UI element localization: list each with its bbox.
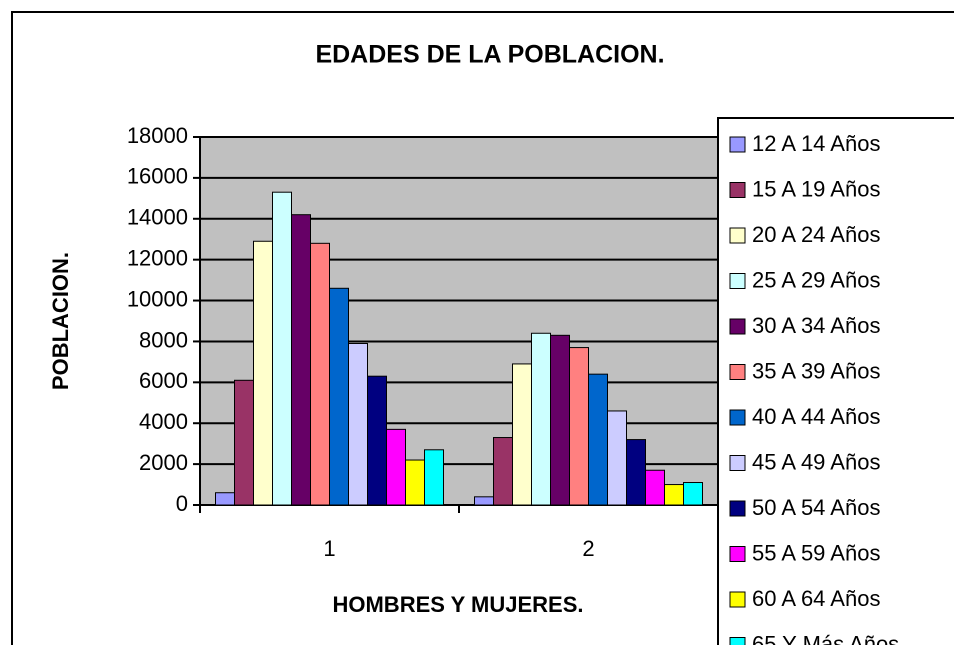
bar bbox=[569, 347, 589, 506]
legend-label: 12 A 14 Años bbox=[752, 131, 880, 156]
bar bbox=[310, 242, 330, 506]
bar bbox=[588, 373, 608, 506]
legend-swatch bbox=[729, 273, 746, 289]
legend-label: 60 A 64 Años bbox=[752, 586, 880, 611]
bar bbox=[386, 428, 406, 506]
bar bbox=[607, 410, 627, 506]
y-tick-label: 10000 bbox=[127, 286, 188, 311]
bar bbox=[424, 449, 444, 506]
legend-label: 40 A 44 Años bbox=[752, 404, 880, 429]
legend-label: 65 Y Más Años bbox=[752, 631, 899, 645]
y-axis-title: POBLACION. bbox=[48, 252, 73, 390]
legend-swatch bbox=[729, 227, 746, 244]
legend-swatch bbox=[729, 364, 746, 380]
bar bbox=[291, 214, 311, 506]
x-tick-label: 1 bbox=[323, 536, 335, 561]
legend-label: 15 A 19 Años bbox=[752, 176, 880, 201]
y-tick-label: 8000 bbox=[139, 327, 188, 352]
legend-swatch bbox=[729, 546, 746, 562]
bar bbox=[493, 437, 513, 506]
legend-label: 35 A 39 Años bbox=[752, 358, 880, 383]
y-tick-label: 4000 bbox=[139, 409, 188, 434]
bar bbox=[348, 342, 368, 506]
legend-swatch bbox=[729, 591, 746, 608]
legend-swatch bbox=[729, 136, 746, 153]
bar bbox=[329, 287, 349, 506]
legend-label: 45 A 49 Años bbox=[752, 449, 880, 474]
y-tick-label: 16000 bbox=[127, 164, 188, 189]
legend-swatch bbox=[729, 455, 746, 471]
x-tick-label: 2 bbox=[582, 536, 594, 561]
legend-label: 30 A 34 Años bbox=[752, 313, 880, 338]
bar bbox=[367, 375, 387, 506]
bar bbox=[272, 191, 292, 506]
legend-label: 55 A 59 Años bbox=[752, 540, 880, 565]
legend-label: 50 A 54 Años bbox=[752, 495, 880, 520]
legend-swatch bbox=[729, 409, 746, 426]
bar bbox=[234, 379, 254, 506]
y-tick-label: 14000 bbox=[127, 205, 188, 230]
y-tick-label: 18000 bbox=[127, 123, 188, 148]
legend-swatch bbox=[729, 318, 746, 335]
bar bbox=[512, 363, 532, 506]
legend-label: 25 A 29 Años bbox=[752, 267, 880, 292]
bar bbox=[664, 484, 684, 506]
y-tick-label: 12000 bbox=[127, 245, 188, 270]
bar bbox=[626, 439, 646, 506]
chart-title: EDADES DE LA POBLACION. bbox=[315, 41, 664, 69]
legend-swatch bbox=[729, 637, 746, 645]
bar bbox=[531, 332, 551, 506]
bar bbox=[645, 469, 665, 506]
legend-swatch bbox=[729, 182, 746, 198]
legend-label: 20 A 24 Años bbox=[752, 222, 880, 247]
y-tick-label: 6000 bbox=[139, 368, 188, 393]
y-tick-label: 0 bbox=[176, 491, 188, 516]
bar bbox=[405, 459, 425, 506]
x-axis-title: HOMBRES Y MUJERES. bbox=[332, 592, 583, 617]
legend-box bbox=[717, 117, 954, 645]
bar bbox=[474, 496, 494, 506]
legend-swatch bbox=[729, 500, 746, 517]
bar bbox=[683, 482, 703, 506]
bar bbox=[215, 492, 235, 506]
bar bbox=[550, 334, 570, 506]
bar bbox=[253, 240, 273, 506]
y-tick-label: 2000 bbox=[139, 450, 188, 475]
